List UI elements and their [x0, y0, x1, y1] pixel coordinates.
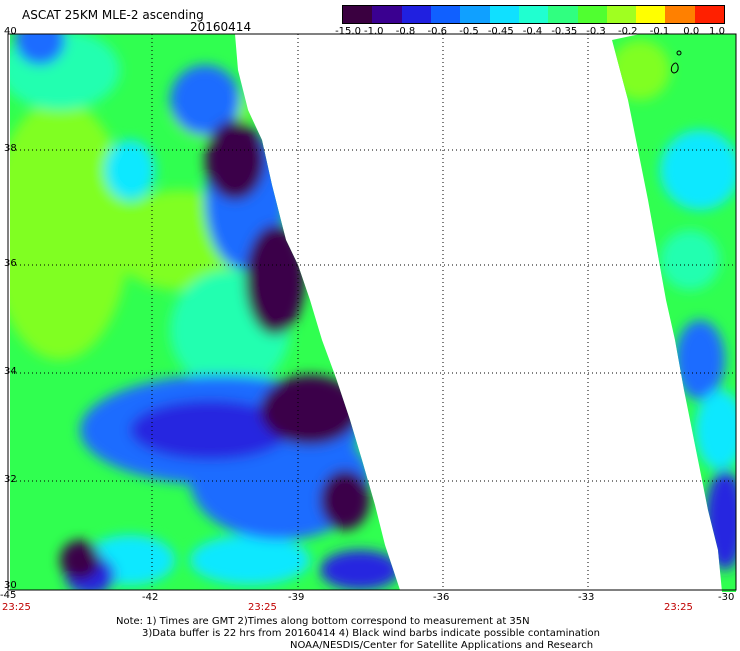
lat-label: 38: [4, 143, 17, 154]
lat-lon-grid: [8, 34, 736, 590]
colorbar-swatch: [518, 6, 549, 23]
colorbar-tick-label: 0.0: [683, 26, 700, 37]
note-line-1: Note: 1) Times are GMT 2)Times along bot…: [116, 616, 530, 627]
colorbar-swatch: [577, 6, 607, 23]
colorbar-tick-label: -0.45: [487, 26, 514, 37]
lat-label: 40: [4, 26, 17, 37]
colorbar-swatch: [430, 6, 461, 23]
note-line-2: 3)Data buffer is 22 hrs from 20160414 4)…: [142, 628, 600, 639]
colorbar-swatch: [606, 6, 637, 23]
colorbar-tick-label: -0.8: [395, 26, 416, 37]
colorbar-swatch: [372, 6, 402, 23]
lon-label: -39: [288, 592, 305, 603]
lon-label: -30: [718, 592, 735, 603]
colorbar-tick-label: -1.0: [363, 26, 384, 37]
colorbar-tick-label: -0.5: [459, 26, 479, 37]
lon-label: -42: [142, 592, 159, 603]
colorbar-swatch: [665, 6, 695, 23]
lat-label: 30: [4, 580, 17, 591]
right-swath: [612, 34, 736, 592]
colorbar-swatch: [401, 6, 431, 23]
colorbar-tick-label: -0.4: [522, 26, 543, 37]
product-date: 20160414: [190, 20, 252, 34]
colorbar-tick-label: 1.0: [709, 26, 725, 37]
note-line-3: NOAA/NESDIS/Center for Satellite Applica…: [290, 640, 594, 651]
product-title: ASCAT 25KM MLE-2 ascending: [22, 8, 204, 22]
left-swath: [10, 34, 400, 590]
colorbar-tick-label: -15.0: [335, 26, 361, 37]
colorbar-swatch: [343, 6, 373, 23]
colorbar-swatch: [548, 6, 578, 23]
colorbar-swatch: [460, 6, 490, 23]
colorbar-swatch: [489, 6, 519, 23]
colorbar-swatch: [636, 6, 666, 23]
lon-label: -36: [433, 592, 450, 603]
time-label: 23:25: [2, 602, 31, 613]
colorbar-tick-label: -0.6: [427, 26, 448, 37]
lat-label: 36: [4, 258, 17, 269]
colorbar-tick-label: -0.2: [617, 26, 638, 37]
colorbar-tick-label: -0.1: [649, 26, 670, 37]
lon-label: -45: [0, 590, 17, 601]
lon-label: -33: [578, 592, 595, 603]
colorbar-tick-label: -0.35: [551, 26, 578, 37]
time-label: 23:25: [248, 602, 277, 613]
colorbar-tick-label: -0.3: [586, 26, 606, 37]
lat-label: 34: [4, 366, 17, 377]
colorbar-swatch: [694, 6, 725, 23]
colorbar: [342, 5, 725, 24]
lat-label: 32: [4, 474, 17, 485]
time-label: 23:25: [664, 602, 693, 613]
